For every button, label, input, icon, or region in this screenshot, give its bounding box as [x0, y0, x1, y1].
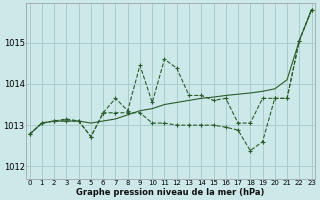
X-axis label: Graphe pression niveau de la mer (hPa): Graphe pression niveau de la mer (hPa): [76, 188, 265, 197]
